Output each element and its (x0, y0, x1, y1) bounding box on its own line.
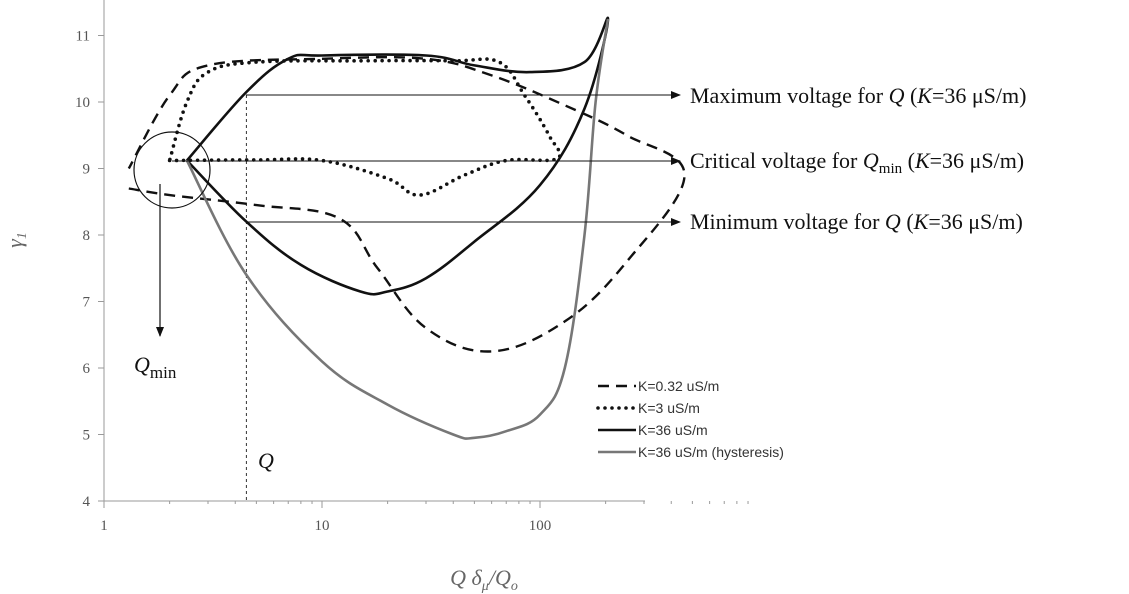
legend-label-3: K=36 uS/m (hysteresis) (638, 444, 784, 460)
y-tick-label: 9 (83, 162, 91, 178)
series-line-1 (167, 57, 562, 197)
series-line-0 (127, 55, 686, 353)
y-ticks: 4 5 6 7 8 9 10 11 (75, 29, 104, 510)
x-tick-label: 10 (315, 518, 330, 534)
x-axis-label: Q δμ/Qo (450, 565, 518, 594)
qmin-circle (133, 131, 211, 209)
x-tick-label: 1 (100, 518, 108, 534)
legend-label-0: K=0.32 uS/m (638, 378, 719, 394)
q-marker-label: Q (258, 448, 274, 473)
y-tick-label: 8 (83, 228, 91, 244)
legend: K=0.32 uS/m K=3 uS/m K=36 uS/m K=36 uS/m (h… (596, 378, 784, 460)
y-tick-label: 4 (83, 494, 91, 510)
y-tick-label: 11 (76, 29, 90, 45)
axes (103, 0, 645, 502)
y-tick-label: 10 (75, 95, 90, 111)
y-tick-label: 6 (83, 361, 91, 377)
min-voltage-annotation: Minimum voltage for Q (K=36 μS/m) (690, 209, 1023, 234)
series-layer (127, 16, 686, 440)
qmin-label: Qmin (134, 352, 177, 382)
series-line-2 (185, 16, 610, 296)
legend-label-2: K=36 uS/m (638, 422, 708, 438)
y-axis-label: γ1 (2, 232, 30, 248)
y-tick-label: 7 (83, 295, 91, 311)
series-line-3 (185, 18, 610, 440)
legend-label-1: K=3 uS/m (638, 400, 700, 416)
y-tick-label: 5 (83, 428, 91, 444)
x-tick-label: 100 (529, 518, 552, 534)
max-voltage-annotation: Maximum voltage for Q (K=36 μS/m) (690, 83, 1026, 108)
critical-voltage-annotation: Critical voltage for Qmin (K=36 μS/m) (690, 148, 1024, 177)
x-ticks: 1 10 100 (100, 501, 749, 534)
